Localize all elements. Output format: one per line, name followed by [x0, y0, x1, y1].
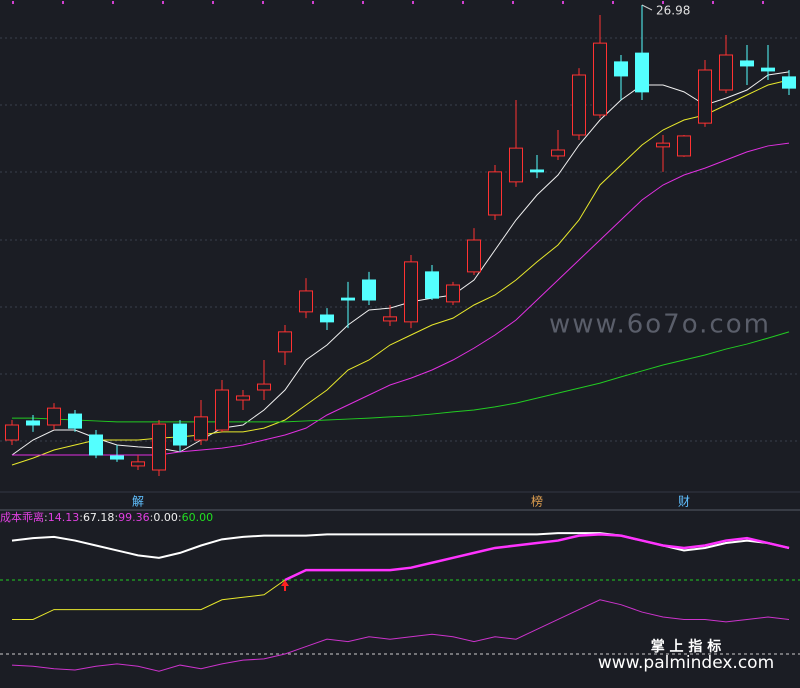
candle-body	[593, 42, 607, 116]
top-dot	[562, 1, 564, 4]
candle-body	[89, 434, 103, 456]
legend-text: 99.36	[118, 511, 150, 524]
candle-body	[740, 60, 754, 67]
top-dot	[412, 1, 414, 4]
top-dot	[212, 1, 214, 4]
candle-body	[425, 271, 439, 299]
series-line	[284, 533, 790, 582]
top-dot	[312, 1, 314, 4]
watermark: www.6o7o.com	[549, 310, 771, 340]
legend-text: 14.13	[48, 511, 80, 524]
candle-body	[635, 52, 649, 93]
candle-body	[68, 413, 82, 429]
candle-body	[47, 407, 61, 426]
legend-text: :	[178, 511, 182, 524]
watermark: 掌 上 指 标	[651, 638, 722, 655]
legend-text: :	[44, 511, 48, 524]
top-dot	[512, 1, 514, 4]
candle-body	[341, 297, 355, 301]
candle-body	[446, 284, 460, 303]
candle-body	[698, 69, 712, 124]
candle-body	[530, 169, 544, 173]
legend-text: 0.00	[153, 511, 178, 524]
top-dot	[612, 1, 614, 4]
candle-body	[782, 76, 796, 89]
series-line	[11, 79, 790, 466]
top-dot	[162, 1, 164, 4]
candle-body	[572, 74, 586, 136]
top-dot	[262, 1, 264, 4]
legend-text: :	[79, 511, 83, 524]
annotation-label: 26.98	[656, 4, 690, 18]
candle-body	[110, 455, 124, 460]
candle-body	[257, 383, 271, 391]
top-dot	[662, 1, 664, 4]
top-dot	[462, 1, 464, 4]
candle-body	[719, 54, 733, 91]
legend: 成本乖离:14.13:67.18:99.36:0.00:60.00	[0, 510, 213, 524]
candle-body	[215, 389, 229, 431]
candle-body	[467, 239, 481, 273]
watermark: www.palmindex.com	[598, 653, 774, 673]
legend-text: :	[150, 511, 154, 524]
legend-text: 60.00	[182, 511, 214, 524]
candle-body	[362, 279, 376, 301]
event-marker: 榜	[531, 494, 543, 509]
candle-body	[677, 135, 691, 157]
top-dot	[12, 1, 14, 4]
event-marker: 财	[678, 495, 690, 509]
candle-body	[299, 290, 313, 313]
candle-body	[131, 461, 145, 467]
legend-text: 成本乖离	[0, 510, 44, 524]
top-dot	[112, 1, 114, 4]
candle-body	[5, 424, 19, 441]
candle-body	[26, 420, 40, 426]
candle-body	[509, 147, 523, 183]
candle-body	[761, 67, 775, 72]
candle-body	[488, 171, 502, 216]
series-line	[12, 331, 790, 423]
top-dot	[62, 1, 64, 4]
legend-text: :	[114, 511, 118, 524]
annotation-leader	[641, 4, 653, 11]
series-line	[11, 71, 790, 456]
event-marker: 解	[132, 495, 144, 509]
signal-arrow	[281, 580, 289, 591]
top-dot	[762, 1, 764, 4]
series-line	[12, 579, 286, 620]
series-line	[12, 142, 790, 456]
candle-body	[404, 261, 418, 323]
candle-body	[383, 316, 397, 322]
top-dot	[712, 1, 714, 4]
legend-text: 67.18	[83, 511, 115, 524]
candle-body	[194, 416, 208, 441]
candle-body	[320, 314, 334, 323]
top-dot	[362, 1, 364, 4]
candle-body	[278, 331, 292, 353]
candle-body	[551, 149, 565, 157]
candle-body	[173, 423, 187, 446]
candle-body	[614, 61, 628, 77]
candle-body	[656, 142, 670, 148]
series-line	[11, 599, 790, 672]
candle-body	[236, 395, 250, 401]
candle-body	[152, 423, 166, 471]
